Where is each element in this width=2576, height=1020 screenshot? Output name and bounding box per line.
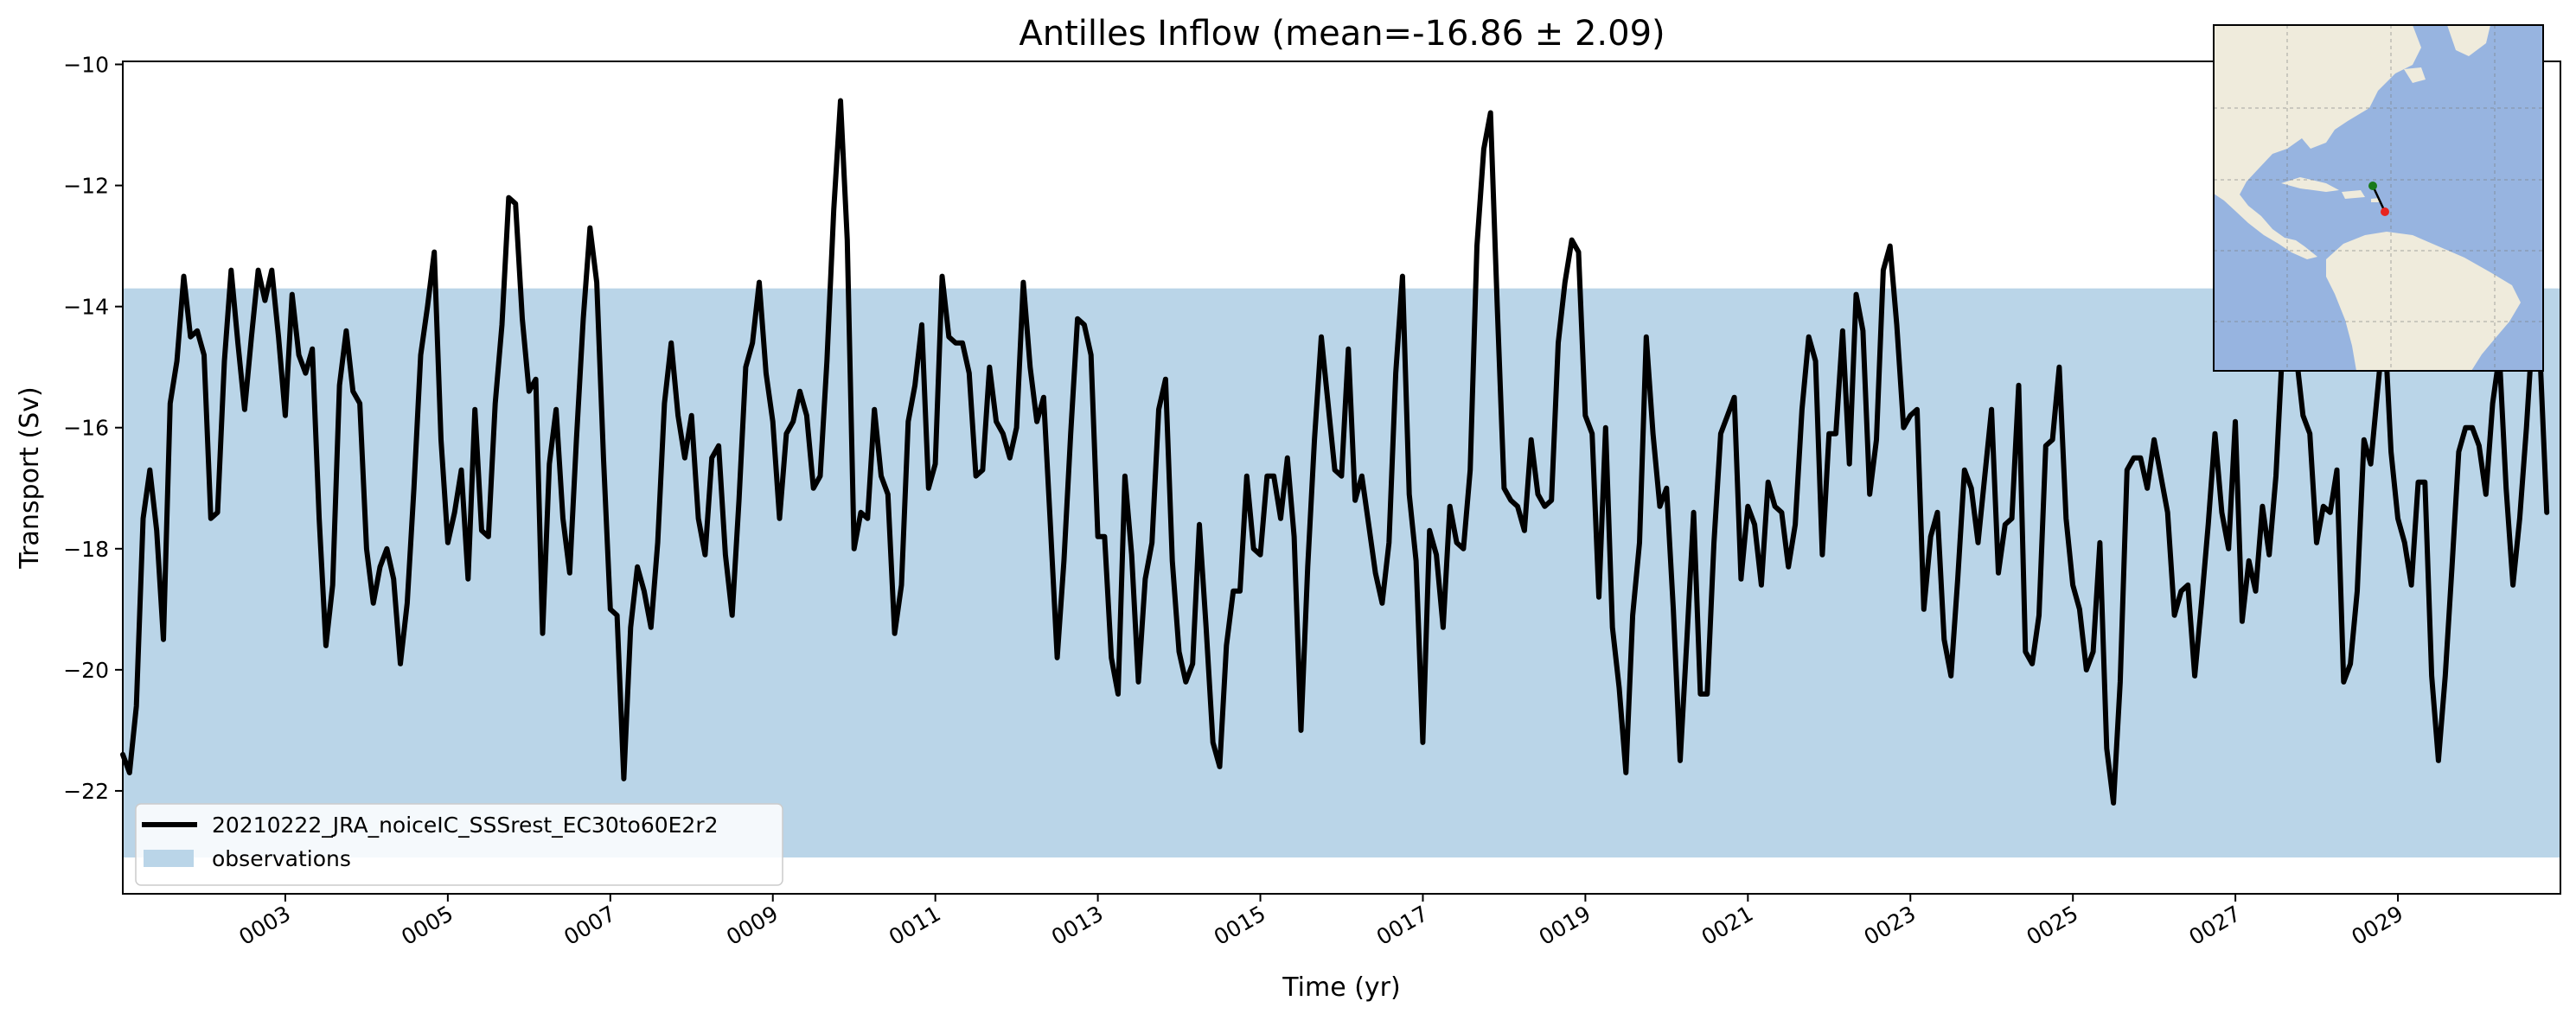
y-tick-label: −12 [63, 174, 109, 199]
map-land-north-america [2214, 25, 2421, 259]
map-land-south-america [2326, 232, 2521, 371]
y-tick-label: −18 [63, 537, 109, 562]
y-axis-label: Transport (Sv) [15, 386, 45, 570]
map-transect-line [2371, 185, 2387, 213]
y-tick-label: −20 [63, 658, 109, 683]
y-tick-label: −16 [63, 416, 109, 441]
map-land-greenland [2447, 25, 2490, 56]
y-tick-label: −22 [63, 779, 109, 804]
x-axis-label: Time (yr) [1282, 972, 1400, 1003]
map-land-island [2404, 67, 2426, 83]
legend-observations-label: observations [212, 846, 351, 871]
map-transect-start-marker [2368, 182, 2377, 190]
observations-layer [123, 288, 2560, 857]
map-transect-end-marker [2381, 207, 2389, 216]
legend: 20210222_JRA_noiceIC_SSSrest_EC30to60E2r… [135, 803, 783, 886]
legend-series-label: 20210222_JRA_noiceIC_SSSrest_EC30to60E2r… [212, 813, 719, 838]
y-tick-label: −10 [63, 53, 109, 78]
series-line-0 [120, 98, 2550, 806]
map-frame [2213, 24, 2544, 372]
y-axis: −22 −20 −18 −16 −14 −12 −10 [63, 53, 123, 804]
map-gridlines [2214, 25, 2543, 371]
inset-map [2213, 24, 2544, 372]
legend-box [135, 803, 783, 886]
observations-band [123, 288, 2560, 857]
series-layer [120, 98, 2550, 806]
plot-frame [122, 61, 2561, 895]
legend-observations-swatch [144, 850, 194, 867]
y-tick-label: −14 [63, 295, 109, 320]
chart-title: Antilles Inflow (mean=-16.86 ± 2.09) [1019, 14, 1665, 54]
map-land-caribbean [2281, 177, 2380, 202]
